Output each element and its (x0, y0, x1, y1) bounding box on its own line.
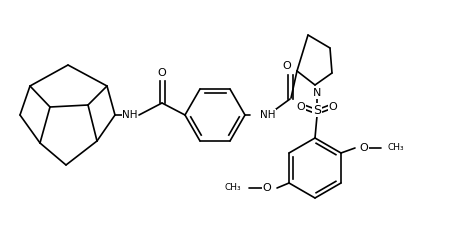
Text: O: O (297, 102, 306, 112)
Text: S: S (313, 103, 321, 116)
Text: N: N (313, 88, 321, 98)
Text: CH₃: CH₃ (388, 144, 405, 153)
Text: O: O (360, 143, 369, 153)
Text: O: O (283, 61, 292, 71)
Text: O: O (158, 68, 166, 78)
Text: O: O (328, 102, 338, 112)
Text: O: O (263, 183, 271, 193)
Text: NH: NH (122, 110, 138, 120)
Text: NH: NH (260, 110, 275, 120)
Text: CH₃: CH₃ (225, 184, 241, 192)
